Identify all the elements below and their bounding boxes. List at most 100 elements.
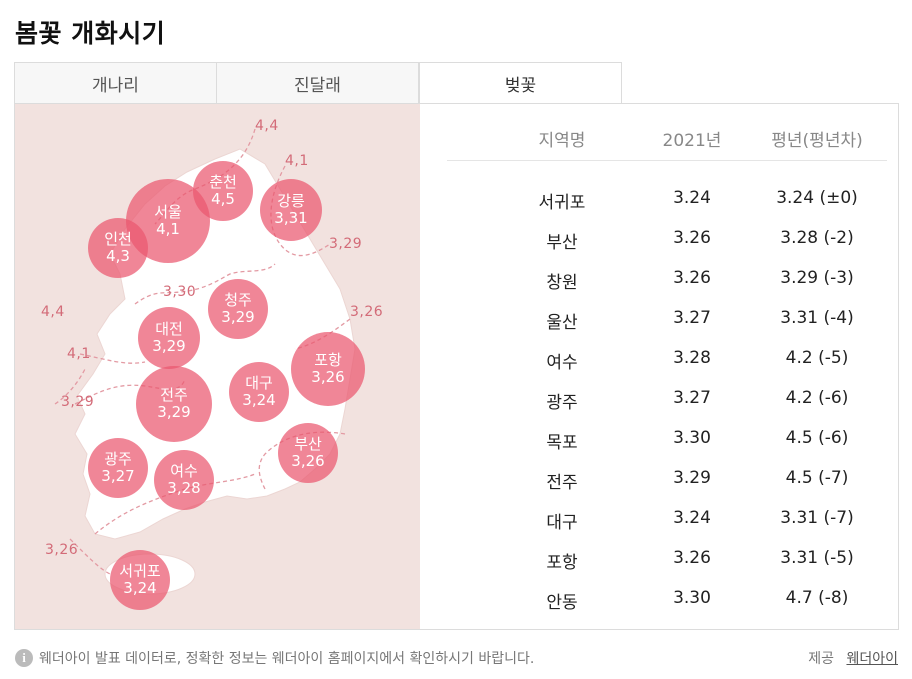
bubble-busan: 부산 3,26 — [278, 423, 338, 483]
bubble-incheon: 인천 4,3 — [88, 218, 148, 278]
tab-cherry-blossom[interactable]: 벚꽃 — [419, 62, 622, 104]
cell-2021: 3.24 — [673, 508, 711, 528]
city-bloom-date: 4,5 — [211, 190, 235, 208]
table-row: 여수 3.28 4.2 (-5) — [447, 340, 887, 380]
contour-label: 4,4 — [41, 304, 65, 320]
cell-region: 포항 — [546, 553, 578, 573]
city-bloom-date: 3,29 — [157, 403, 191, 421]
tab-azalea[interactable]: 진달래 — [216, 62, 419, 104]
city-bloom-date: 4,1 — [156, 220, 180, 238]
footer-note: i 웨더아이 발표 데이터로, 정확한 정보는 웨더아이 홈페이지에서 확인하시… — [15, 648, 534, 668]
city-bloom-date: 3,29 — [221, 308, 255, 326]
city-bloom-date: 3,28 — [167, 479, 201, 497]
provider: 제공 웨더아이 — [808, 648, 898, 668]
contour-label: 3,29 — [329, 236, 363, 252]
city-bloom-date: 3,27 — [101, 467, 135, 485]
city-name: 강릉 — [277, 191, 305, 210]
cell-2021: 3.26 — [673, 268, 711, 288]
city-name: 광주 — [104, 449, 132, 468]
city-bloom-date: 3,26 — [291, 452, 325, 470]
city-bloom-date: 3,31 — [274, 209, 308, 227]
cell-region: 여수 — [546, 353, 578, 373]
city-name: 포항 — [314, 350, 342, 369]
cell-normal: 3.29 (-3) — [780, 268, 854, 288]
column-header-normal: 평년(평년차) — [771, 131, 863, 151]
cell-region: 대구 — [546, 513, 578, 533]
info-icon: i — [15, 649, 33, 667]
bubble-daegu: 대구 3,24 — [229, 362, 289, 422]
cell-normal: 3.31 (-5) — [780, 548, 854, 568]
city-name: 대구 — [245, 373, 273, 392]
cell-2021: 3.27 — [673, 308, 711, 328]
bubble-daejeon: 대전 3,29 — [138, 307, 200, 369]
bubble-seogwipo: 서귀포 3,24 — [110, 550, 170, 610]
column-header-region: 지역명 — [538, 131, 586, 151]
column-header-2021: 2021년 — [662, 131, 722, 151]
city-name: 대전 — [155, 319, 183, 338]
cell-2021: 3.24 — [673, 188, 711, 208]
table-row: 안동 3.30 4.7 (-8) — [447, 580, 887, 620]
contour-label: 3,26 — [45, 542, 79, 558]
bubble-pohang: 포항 3,26 — [291, 332, 365, 406]
bubble-yeosu: 여수 3,28 — [154, 450, 214, 510]
cell-2021: 3.26 — [673, 228, 711, 248]
bubble-cheongju: 청주 3,29 — [208, 279, 268, 339]
cell-region: 전주 — [546, 473, 578, 493]
city-name: 여수 — [170, 461, 198, 480]
cell-normal: 3.24 (±0) — [776, 188, 858, 208]
table-row: 창원 3.26 3.29 (-3) — [447, 260, 887, 300]
table-row: 울산 3.27 3.31 (-4) — [447, 300, 887, 340]
page-title: 봄꽃 개화시기 — [15, 19, 166, 48]
city-name: 서울 — [154, 202, 182, 221]
cell-2021: 3.29 — [673, 468, 711, 488]
provider-link[interactable]: 웨더아이 — [846, 651, 898, 667]
footer-note-text: 웨더아이 발표 데이터로, 정확한 정보는 웨더아이 홈페이지에서 확인하시기 … — [39, 651, 535, 667]
city-bloom-date: 3,24 — [123, 579, 157, 597]
cell-normal: 4.2 (-6) — [785, 388, 849, 408]
table-row: 부산 3.26 3.28 (-2) — [447, 220, 887, 260]
cell-region: 서귀포 — [538, 193, 586, 213]
city-bloom-date: 3,24 — [242, 391, 276, 409]
cell-region: 안동 — [546, 593, 578, 613]
bubble-chuncheon: 춘천 4,5 — [193, 161, 253, 221]
city-bloom-date: 3,26 — [311, 368, 345, 386]
flower-tabs: 개나리 진달래 벚꽃 — [14, 62, 624, 104]
cell-2021: 3.30 — [673, 588, 711, 608]
bubble-gwangju: 광주 3,27 — [88, 438, 148, 498]
cell-region: 광주 — [546, 393, 578, 413]
city-name: 청주 — [224, 290, 252, 309]
table-header: 지역명 2021년 평년(평년차) — [447, 104, 887, 161]
cell-2021: 3.28 — [673, 348, 711, 368]
bubble-gangneung: 강릉 3,31 — [260, 179, 322, 241]
city-name: 부산 — [294, 434, 322, 453]
bloom-table: 지역명 2021년 평년(평년차) 서귀포 3.24 3.24 (±0) 부산 3.26… — [447, 104, 887, 629]
contour-label: 4,1 — [285, 153, 309, 169]
contour-label: 3,26 — [350, 304, 384, 320]
table-row: 포항 3.26 3.31 (-5) — [447, 540, 887, 580]
city-bloom-date: 3,29 — [152, 337, 186, 355]
cell-normal: 4.2 (-5) — [785, 348, 849, 368]
cell-region: 울산 — [546, 313, 578, 333]
table-row: 서귀포 3.24 3.24 (±0) — [447, 180, 887, 220]
cell-normal: 4.7 (-8) — [785, 588, 849, 608]
table-row: 전주 3.29 4.5 (-7) — [447, 460, 887, 500]
city-name: 서귀포 — [119, 561, 161, 580]
tab-forsythia[interactable]: 개나리 — [14, 62, 217, 104]
bubble-jeonju: 전주 3,29 — [136, 366, 212, 442]
cell-2021: 3.26 — [673, 548, 711, 568]
bloom-map: 4,4 4,1 3,29 3,30 4,4 3,26 4,1 3,29 3,26… — [15, 104, 420, 629]
contour-label: 3,30 — [163, 284, 197, 300]
cell-normal: 4.5 (-6) — [785, 428, 849, 448]
contour-label: 4,1 — [67, 346, 91, 362]
city-name: 춘천 — [209, 172, 237, 191]
content-panel: 4,4 4,1 3,29 3,30 4,4 3,26 4,1 3,29 3,26… — [14, 103, 899, 630]
cell-region: 부산 — [546, 233, 578, 253]
contour-label: 3,29 — [61, 394, 95, 410]
cell-region: 창원 — [546, 273, 578, 293]
city-name: 인천 — [104, 229, 132, 248]
table-row: 목포 3.30 4.5 (-6) — [447, 420, 887, 460]
cell-normal: 4.5 (-7) — [785, 468, 849, 488]
cell-normal: 3.28 (-2) — [780, 228, 854, 248]
table-row: 대구 3.24 3.31 (-7) — [447, 500, 887, 540]
city-bloom-date: 4,3 — [106, 247, 130, 265]
